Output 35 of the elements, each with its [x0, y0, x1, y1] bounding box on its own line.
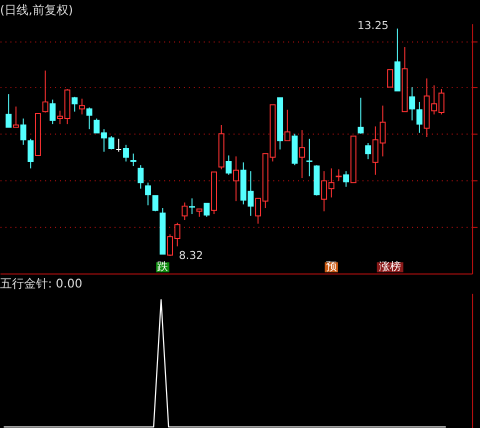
candlestick — [123, 144, 129, 162]
candlestick — [138, 164, 144, 190]
candlestick — [72, 96, 78, 112]
candlestick — [365, 142, 372, 160]
candlestick — [233, 156, 240, 202]
candlestick — [42, 70, 48, 114]
chart-title: (日线,前复权) — [0, 3, 74, 18]
text: 跌 — [157, 260, 168, 274]
candlestick — [12, 106, 19, 128]
annotation: 8.32 — [178, 248, 204, 262]
text: 涨榜 — [379, 260, 402, 274]
candlestick — [152, 195, 158, 212]
candlestick — [343, 170, 350, 188]
candlestick — [284, 109, 290, 142]
candlestick — [182, 202, 188, 221]
candlestick — [6, 94, 12, 128]
candlestick — [86, 106, 92, 130]
candlestick — [116, 138, 122, 152]
candlestick — [409, 86, 416, 121]
candlestick — [189, 198, 195, 215]
candlestick — [358, 97, 364, 134]
candlestick — [130, 153, 136, 167]
candlestick — [299, 130, 306, 179]
annotation: 13.25 — [357, 19, 389, 32]
candlestick — [79, 98, 85, 115]
candlestick — [145, 182, 151, 206]
candlestick — [204, 202, 210, 218]
candlestick — [226, 154, 232, 176]
text: 预 — [326, 260, 337, 274]
candlestick — [336, 168, 342, 182]
chart-title: 五行金针: 0.00 — [0, 276, 82, 290]
candlestick — [416, 101, 422, 134]
candlestick — [387, 69, 394, 88]
candlestick — [50, 99, 56, 125]
candlestick — [306, 138, 312, 177]
